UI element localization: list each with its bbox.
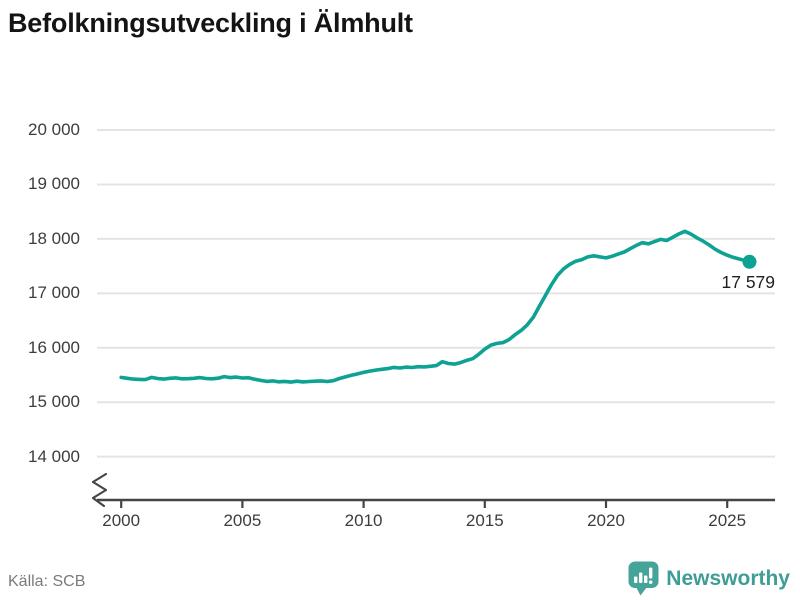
y-axis-label-16000: 16 000 <box>28 337 80 357</box>
population-line-series <box>119 229 752 384</box>
x-axis-label-2020: 2020 <box>587 511 625 530</box>
newsworthy-bar-chart-bubble-icon <box>628 561 659 596</box>
x-axis-label-2000: 2000 <box>102 511 141 530</box>
x-axis-label-2005: 2005 <box>223 511 262 530</box>
chart-title: Befolkningsutveckling i Älmhult <box>8 8 413 38</box>
y-axis-label-17000: 17 000 <box>28 283 80 303</box>
y-axis-label-14000: 14 000 <box>28 446 80 466</box>
y-axis-label-15000: 15 000 <box>28 392 80 412</box>
axis-break-icon <box>91 472 108 508</box>
x-axis-label-2010: 2010 <box>344 511 383 530</box>
end-value-label: 17 579 <box>721 271 776 292</box>
latest-value-dot <box>742 254 757 269</box>
y-axis-label-18000: 18 000 <box>28 228 80 248</box>
y-axis-label-19000: 19 000 <box>28 174 80 194</box>
newsworthy-logo: Newsworthy <box>628 561 790 596</box>
x-axis-label-2015: 2015 <box>465 511 504 530</box>
x-axis-label-2025: 2025 <box>708 511 747 530</box>
newsworthy-logo-text: Newsworthy <box>666 566 790 590</box>
source-note: Källa: SCB <box>8 573 86 590</box>
y-axis-label-20000: 20 000 <box>28 120 80 139</box>
